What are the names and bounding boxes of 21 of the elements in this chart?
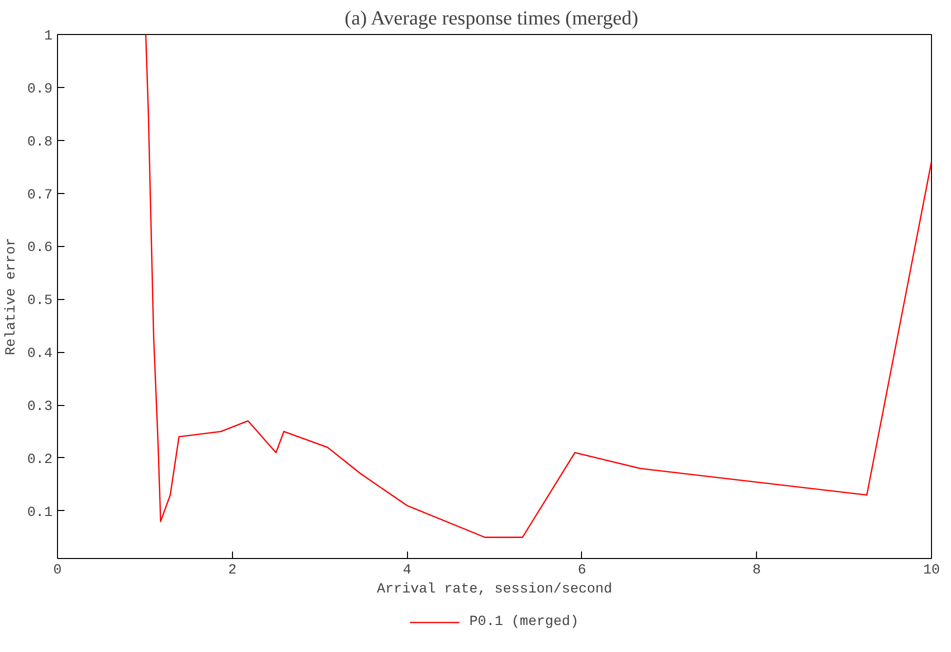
x-tick-label: 8 (752, 562, 761, 578)
y-tick-label: 0.4 (27, 346, 53, 362)
x-tick-label: 10 (923, 562, 940, 578)
y-tick-label: 1 (44, 28, 53, 44)
line-series (145, 34, 932, 538)
y-tick-label: 0.8 (27, 134, 53, 150)
y-tick-label: 0.3 (27, 399, 53, 416)
chart-title: (a) Average response times (merged) (344, 8, 638, 30)
y-tick-label: 0.2 (27, 452, 53, 468)
legend-label: P0.1 (merged) (469, 614, 579, 630)
x-tick-label: 2 (228, 562, 237, 578)
x-tick-label: 0 (53, 562, 62, 578)
y-tick-label: 0.1 (27, 504, 53, 521)
y-tick-label: 0.7 (27, 187, 53, 204)
y-tick-label: 0.6 (27, 240, 53, 256)
x-tick-label: 6 (578, 562, 586, 578)
y-tick-label: 0.5 (27, 293, 53, 310)
y-tick-label: 0.9 (27, 81, 53, 98)
x-axis-title: Arrival rate, session/second (376, 582, 612, 598)
x-tick-label: 4 (402, 562, 412, 578)
y-axis-title: Relative error (3, 238, 20, 356)
